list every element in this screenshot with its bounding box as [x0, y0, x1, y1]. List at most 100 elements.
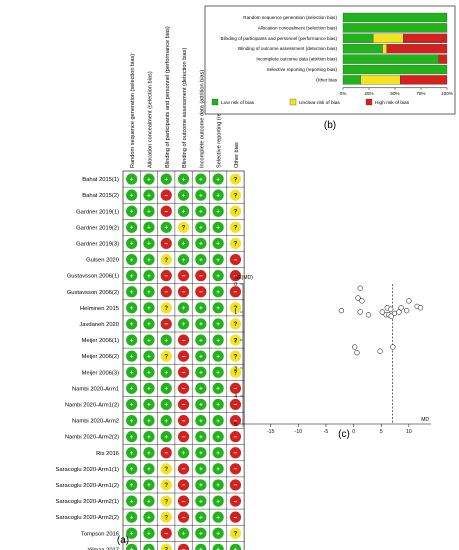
rating-symbol: − [182, 402, 186, 409]
column-header: Random sequence generation (selection bi… [130, 54, 136, 168]
bar-segment [386, 44, 448, 54]
unclear-risk-mark [229, 334, 242, 346]
rating-symbol: − [164, 530, 168, 537]
low-risk-mark [177, 189, 190, 201]
low-risk-mark [212, 334, 224, 346]
rating-symbol: + [216, 208, 220, 215]
rating-symbol: − [182, 514, 186, 521]
low-risk-mark [143, 318, 155, 330]
low-risk-mark [229, 543, 242, 550]
high-risk-mark [177, 382, 190, 394]
column-header: Blinding of outcome assessment (detectio… [182, 48, 188, 168]
study-label: Nambi 2020-Arm1(2) [65, 402, 119, 408]
rating-symbol: + [164, 225, 168, 232]
low-risk-mark [126, 205, 138, 217]
low-risk-mark [160, 173, 172, 185]
legend-label: Unclear risk of bias [299, 100, 340, 106]
rating-symbol: + [147, 176, 151, 183]
rating-symbol: + [147, 321, 151, 328]
low-risk-mark [160, 382, 172, 394]
rating-symbol: + [130, 386, 134, 393]
rating-symbol: − [182, 498, 186, 505]
low-risk-mark [143, 414, 155, 427]
rating-symbol: ? [233, 530, 237, 537]
study-label: Nambi 2020-Arm2(2) [65, 435, 119, 441]
legend-label: High risk of bias [375, 100, 410, 106]
low-risk-mark [160, 398, 172, 411]
y-tick-label: 5 [234, 422, 237, 428]
rating-symbol: − [234, 386, 238, 393]
study-label: Nambi 2020-Arm1 [72, 386, 119, 392]
study-point [417, 305, 424, 311]
rating-symbol: + [216, 482, 220, 489]
x-tick-label: 50% [390, 91, 399, 96]
study-label: Helminen 2015 [80, 306, 119, 312]
rating-symbol: + [147, 369, 151, 376]
low-risk-mark [212, 302, 224, 314]
high-risk-mark [160, 205, 172, 217]
low-risk-mark [212, 527, 224, 539]
low-risk-mark [195, 318, 207, 330]
low-risk-mark [177, 237, 190, 250]
rating-symbol: + [199, 434, 203, 441]
rating-symbol: + [130, 337, 134, 344]
rating-symbol: + [216, 241, 220, 248]
low-risk-mark [126, 253, 138, 266]
rating-symbol: + [130, 402, 134, 409]
rating-symbol: + [199, 225, 203, 232]
study-label: Bahat 2015(1) [82, 177, 119, 183]
category-label: Selective reporting (reporting bias) [267, 67, 338, 72]
rating-symbol: ? [233, 192, 237, 199]
low-risk-mark [195, 205, 207, 217]
bar-segment [342, 33, 374, 43]
rating-symbol: + [147, 434, 151, 441]
study-label: Nambi 2020-Arm2 [72, 419, 119, 425]
high-risk-mark [177, 463, 190, 475]
study-point [404, 307, 410, 314]
rating-symbol: ? [164, 547, 168, 550]
rating-symbol: − [182, 273, 186, 280]
bar-segment [403, 33, 448, 43]
low-risk-mark [126, 366, 138, 378]
unclear-risk-mark [229, 366, 242, 378]
rating-symbol: ? [233, 369, 237, 376]
study-label: Tompson 2016 [81, 531, 119, 537]
bar-segment [360, 75, 401, 85]
panel-label-b: (b) [324, 120, 336, 131]
rating-symbol: − [182, 482, 186, 489]
rating-symbol: + [216, 305, 220, 312]
unclear-risk-mark [229, 205, 242, 217]
study-point [406, 298, 412, 304]
high-risk-mark [177, 495, 190, 507]
low-risk-mark [143, 398, 155, 411]
category-label: Blinding of outcome assessment (detectio… [238, 46, 337, 51]
high-risk-mark [177, 511, 190, 523]
x-tick-label: 0 [352, 429, 355, 435]
rating-symbol: − [164, 192, 168, 199]
x-tick-label: 0% [340, 91, 347, 96]
study-label: Saracoglu 2020-Arm1(1) [56, 467, 120, 473]
rating-symbol: + [199, 369, 203, 376]
low-risk-mark [212, 270, 224, 282]
high-risk-mark [177, 431, 190, 443]
low-risk-mark [212, 205, 224, 217]
risk-of-bias-table: Random sequence generation (selection bi… [56, 26, 245, 550]
low-risk-mark [177, 318, 190, 330]
funnel-plot: 0 1 2 3 4 5 -15 -10 -5 0 5 10 SE(MD) MD [234, 275, 431, 435]
low-risk-mark [177, 302, 190, 314]
rating-symbol: − [182, 337, 186, 344]
rating-symbol: ? [233, 305, 237, 312]
rating-symbol: + [130, 434, 134, 441]
low-risk-mark [195, 189, 207, 201]
rating-symbol: + [130, 450, 134, 457]
unclear-risk-mark [160, 511, 172, 523]
low-risk-mark [212, 318, 224, 330]
rating-symbol: + [199, 450, 203, 457]
x-tick-label: 10 [406, 429, 412, 435]
rating-symbol: + [216, 498, 220, 505]
x-tick-label: 100% [441, 91, 453, 96]
low-risk-mark [143, 253, 155, 266]
low-risk-mark [212, 173, 224, 185]
low-risk-mark [195, 447, 207, 459]
rating-symbol: + [182, 530, 186, 537]
